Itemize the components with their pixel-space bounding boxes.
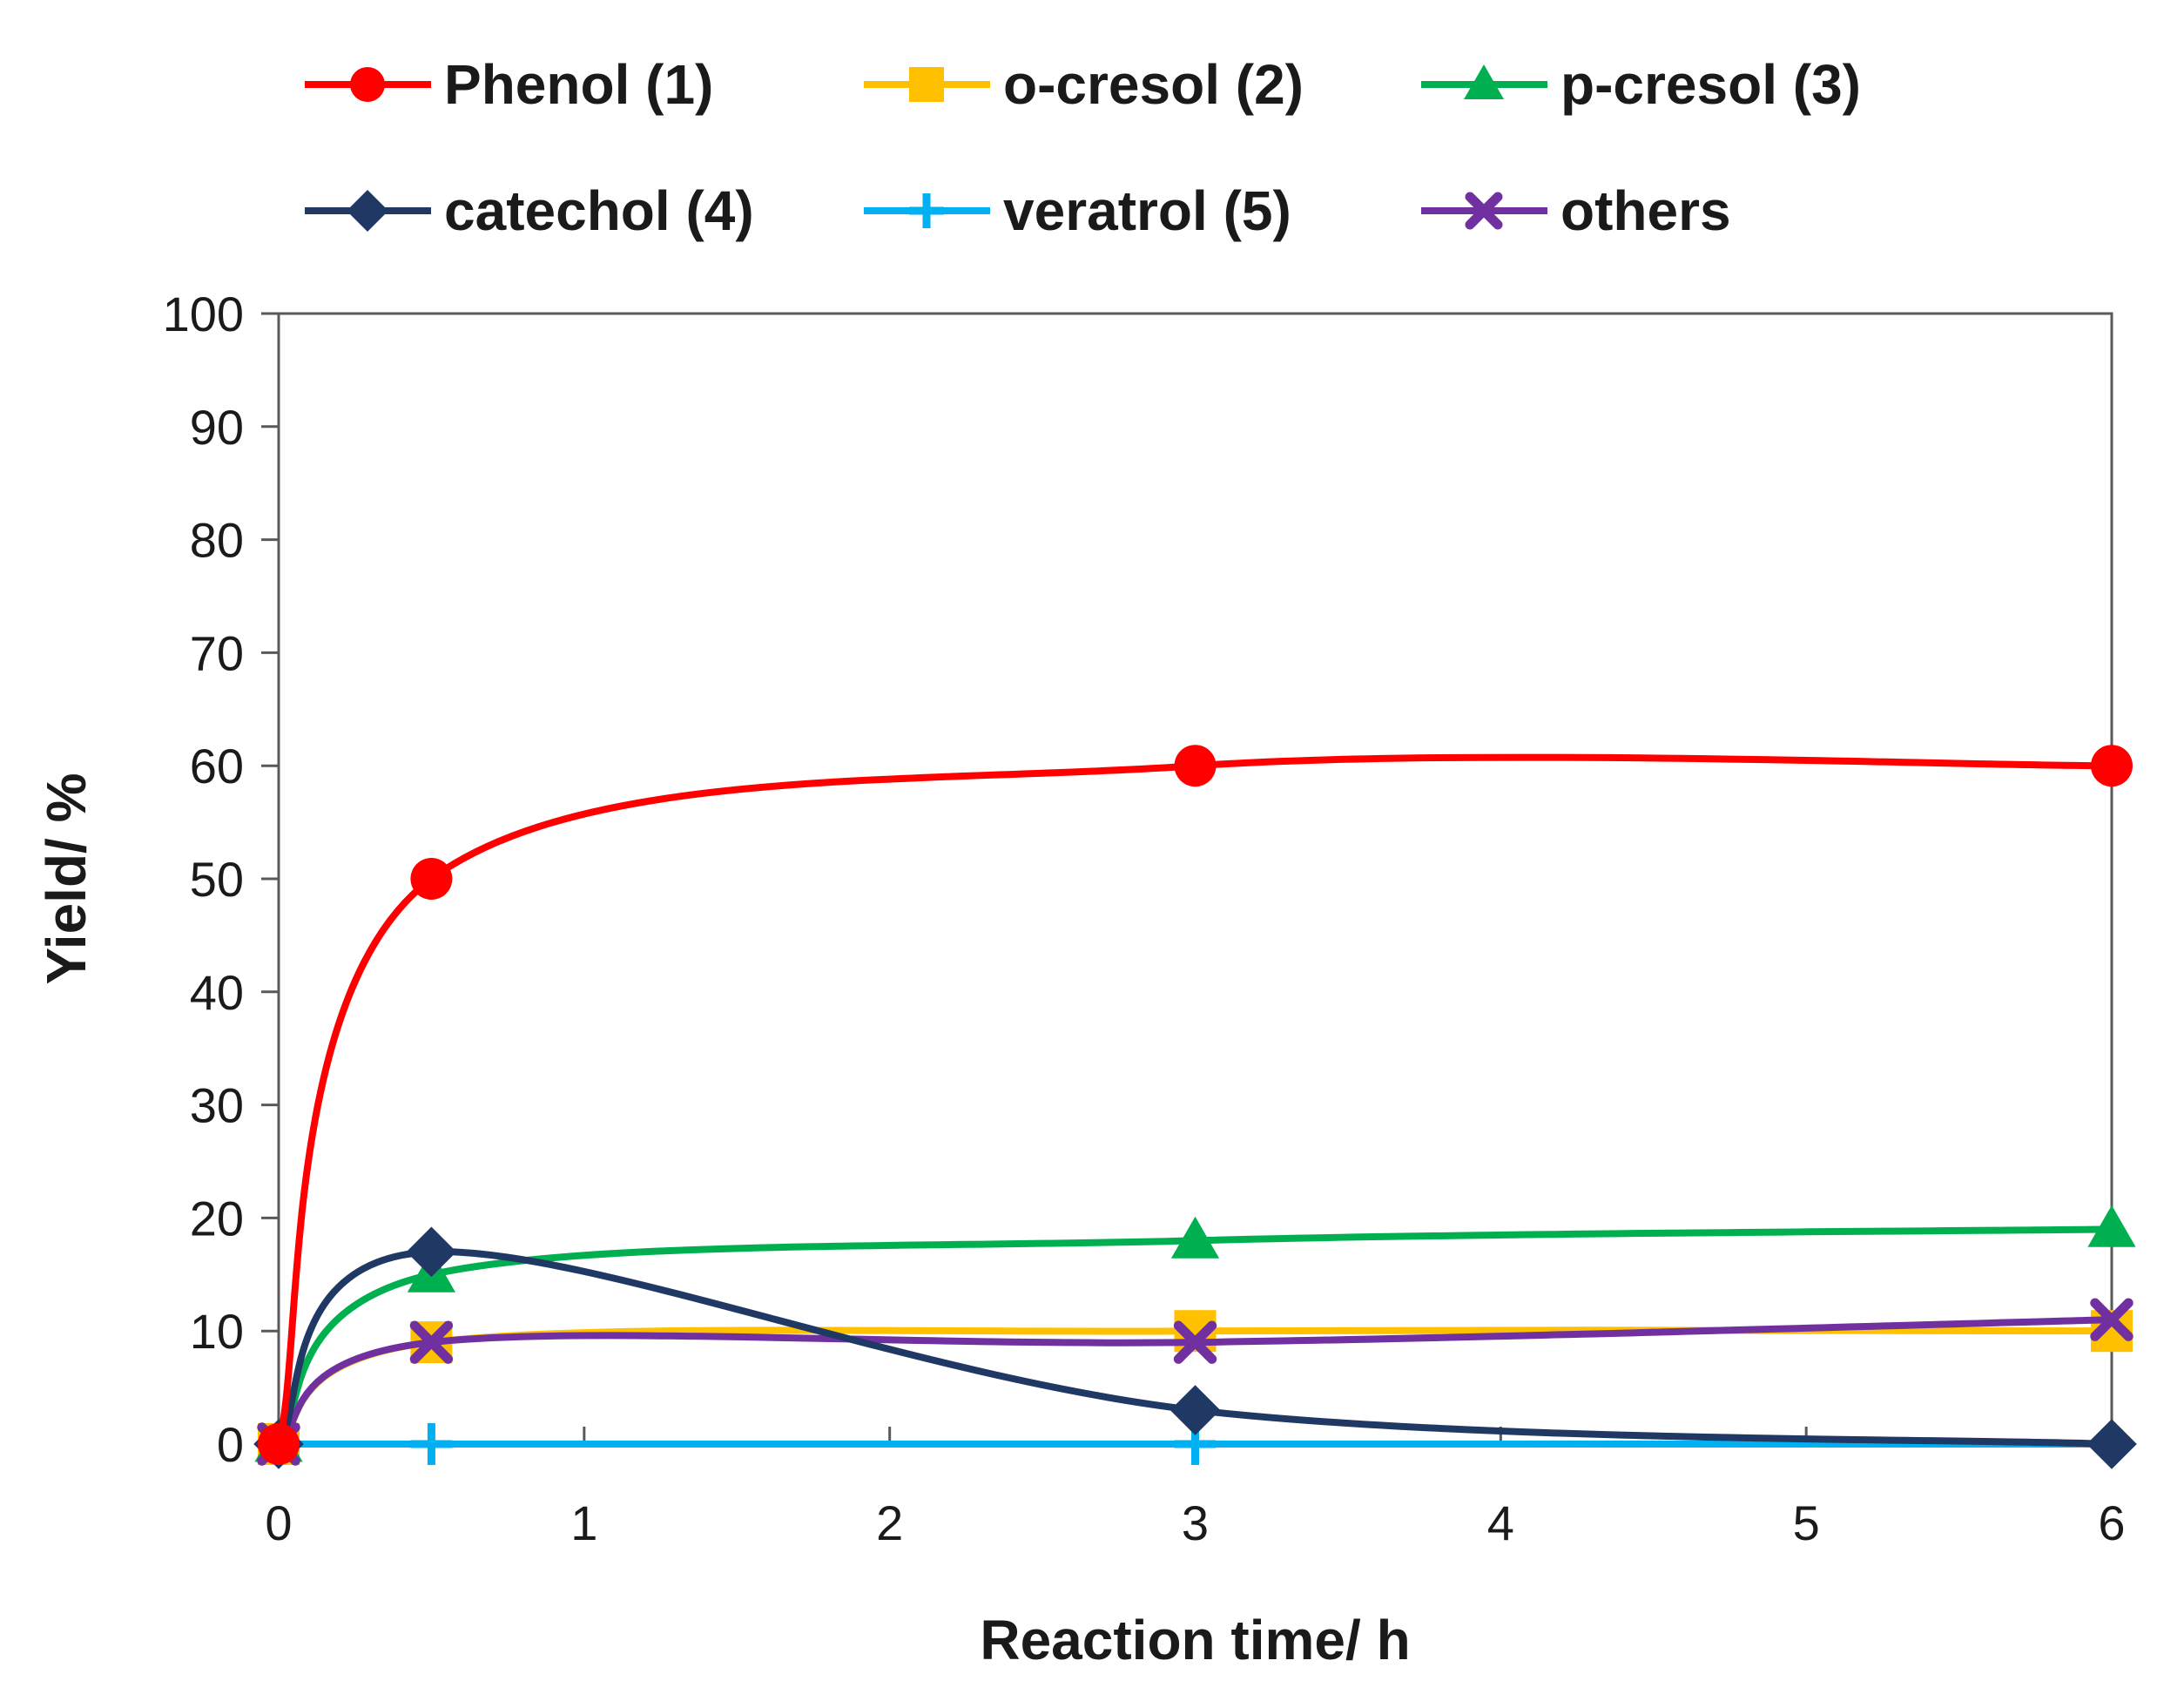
data-point: [410, 1423, 453, 1465]
x-tick-label: 6: [2098, 1495, 2125, 1550]
series-layer: [253, 745, 2137, 1469]
legend-marker: [909, 67, 944, 102]
x-tick-label: 4: [1487, 1495, 1514, 1550]
data-point: [2087, 1205, 2136, 1247]
legend-marker: [347, 190, 388, 232]
x-tick-label: 2: [876, 1495, 903, 1550]
x-tick-label: 3: [1182, 1495, 1209, 1550]
y-tick-label: 10: [190, 1304, 244, 1359]
legend-item-phenol-1: Phenol (1): [305, 53, 713, 116]
y-tick-label: 0: [217, 1417, 244, 1472]
legend-label: others: [1560, 179, 1731, 242]
legend-item-others: others: [1421, 179, 1731, 242]
data-point: [1170, 1385, 1221, 1435]
legend-marker: [1464, 64, 1504, 99]
data-point: [1173, 1320, 1217, 1364]
legend-marker: [1465, 192, 1503, 230]
series-phenol-1: [258, 745, 2133, 1465]
legend-label: Phenol (1): [444, 53, 713, 116]
series-line: [275, 1248, 2113, 1448]
x-axis-title: Reaction time/ h: [980, 1609, 1410, 1671]
data-point: [258, 1423, 300, 1465]
legend-label: p-cresol (3): [1560, 53, 1861, 116]
x-tick-label: 1: [570, 1495, 597, 1550]
y-tick-label: 90: [190, 400, 244, 455]
x-tick-label: 5: [1793, 1495, 1820, 1550]
y-tick-label: 70: [190, 625, 244, 680]
legend-label: catechol (4): [444, 179, 754, 242]
series-line: [275, 753, 2113, 1446]
y-tick-label: 50: [190, 852, 244, 907]
legend-item-o-cresol-2: o-cresol (2): [864, 53, 1304, 116]
data-point: [409, 1320, 454, 1364]
legend-item-catechol-4: catechol (4): [305, 179, 754, 242]
y-tick-label: 30: [190, 1078, 244, 1133]
legend-marker: [909, 193, 944, 228]
legend-label: o-cresol (2): [1003, 53, 1304, 116]
y-tick-label: 80: [190, 513, 244, 568]
data-point: [1170, 1216, 1220, 1259]
y-tick-label: 60: [190, 739, 244, 793]
data-point: [410, 858, 453, 900]
axis-ticks: 0 10 20 30 40 50 60 70 80 90 100 0 1 2 3 4 5 6: [163, 287, 2126, 1550]
legend-item-veratrol-5: veratrol (5): [864, 179, 1291, 242]
data-point: [406, 1226, 457, 1278]
data-point: [1174, 745, 1217, 787]
data-point: [2090, 1298, 2133, 1341]
data-point: [2086, 1419, 2137, 1469]
y-tick-label: 20: [190, 1191, 244, 1245]
x-tick-label: 0: [265, 1495, 292, 1550]
legend-marker: [350, 67, 385, 102]
data-point: [2091, 745, 2133, 787]
series-line: [276, 1316, 2113, 1448]
y-tick-label: 100: [163, 287, 244, 341]
y-tick-label: 40: [190, 965, 244, 1020]
legend: Phenol (1) o-cresol (2) p-cresol (3) catech…: [305, 53, 1861, 242]
legend-item-p-cresol-3: p-cresol (3): [1421, 53, 1861, 116]
y-axis-title: Yield/ %: [35, 773, 98, 984]
legend-label: veratrol (5): [1003, 179, 1291, 242]
plot-area: [277, 312, 2113, 1446]
series-line: [275, 1225, 2113, 1447]
